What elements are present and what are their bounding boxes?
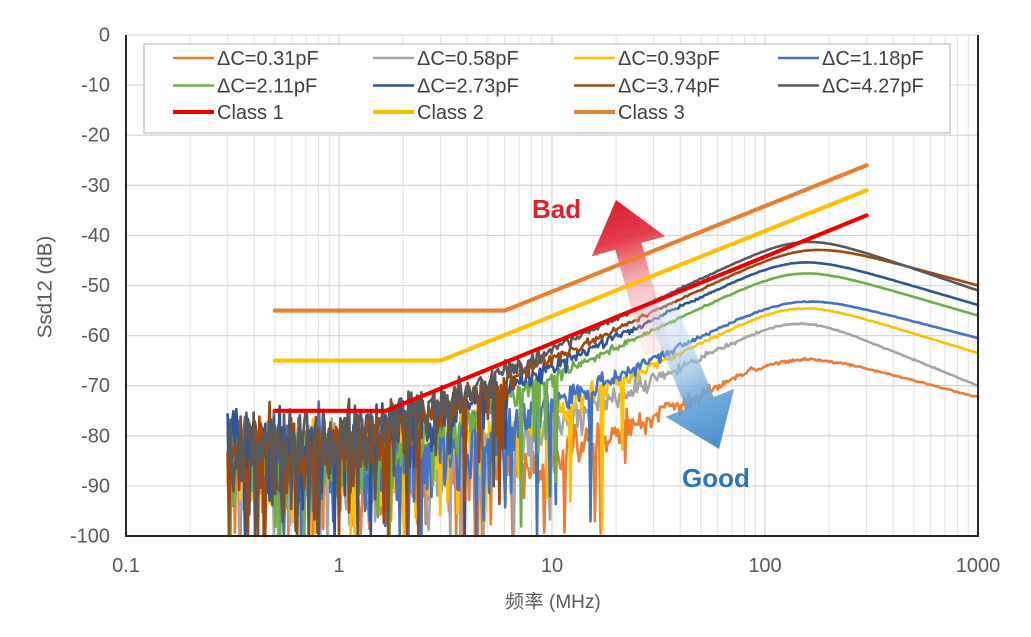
svg-text:Good: Good [682,463,750,493]
svg-text:ΔC=2.73pF: ΔC=2.73pF [417,76,519,98]
svg-text:Bad: Bad [532,194,581,224]
svg-text:ΔC=3.74pF: ΔC=3.74pF [618,76,720,98]
svg-text:-40: -40 [81,225,110,247]
svg-text:ΔC=0.58pF: ΔC=0.58pF [417,48,519,70]
svg-text:-90: -90 [81,475,110,497]
svg-text:1000: 1000 [956,555,1001,577]
svg-text:-10: -10 [81,75,110,97]
svg-text:-60: -60 [81,325,110,347]
svg-text:ΔC=0.31pF: ΔC=0.31pF [217,48,319,70]
svg-text:0.1: 0.1 [112,555,140,577]
svg-text:Class 1: Class 1 [217,102,284,124]
svg-text:-20: -20 [81,125,110,147]
svg-text:-50: -50 [81,275,110,297]
svg-text:1: 1 [333,555,344,577]
svg-text:Class 3: Class 3 [618,102,685,124]
svg-text:Ssd12 (dB): Ssd12 (dB) [34,236,57,339]
svg-text:ΔC=1.18pF: ΔC=1.18pF [822,48,924,70]
svg-text:-80: -80 [81,425,110,447]
svg-text:-100: -100 [70,526,110,548]
svg-text:Class 2: Class 2 [417,102,484,124]
svg-text:0: 0 [99,25,110,47]
svg-text:10: 10 [541,555,563,577]
svg-text:ΔC=2.11pF: ΔC=2.11pF [217,76,317,98]
svg-text:ΔC=4.27pF: ΔC=4.27pF [822,76,924,98]
svg-text:(MHz): (MHz) [549,592,601,613]
svg-text:-70: -70 [81,375,110,397]
svg-text:ΔC=0.93pF: ΔC=0.93pF [618,48,720,70]
svg-text:100: 100 [748,555,781,577]
svg-text:-30: -30 [81,175,110,197]
